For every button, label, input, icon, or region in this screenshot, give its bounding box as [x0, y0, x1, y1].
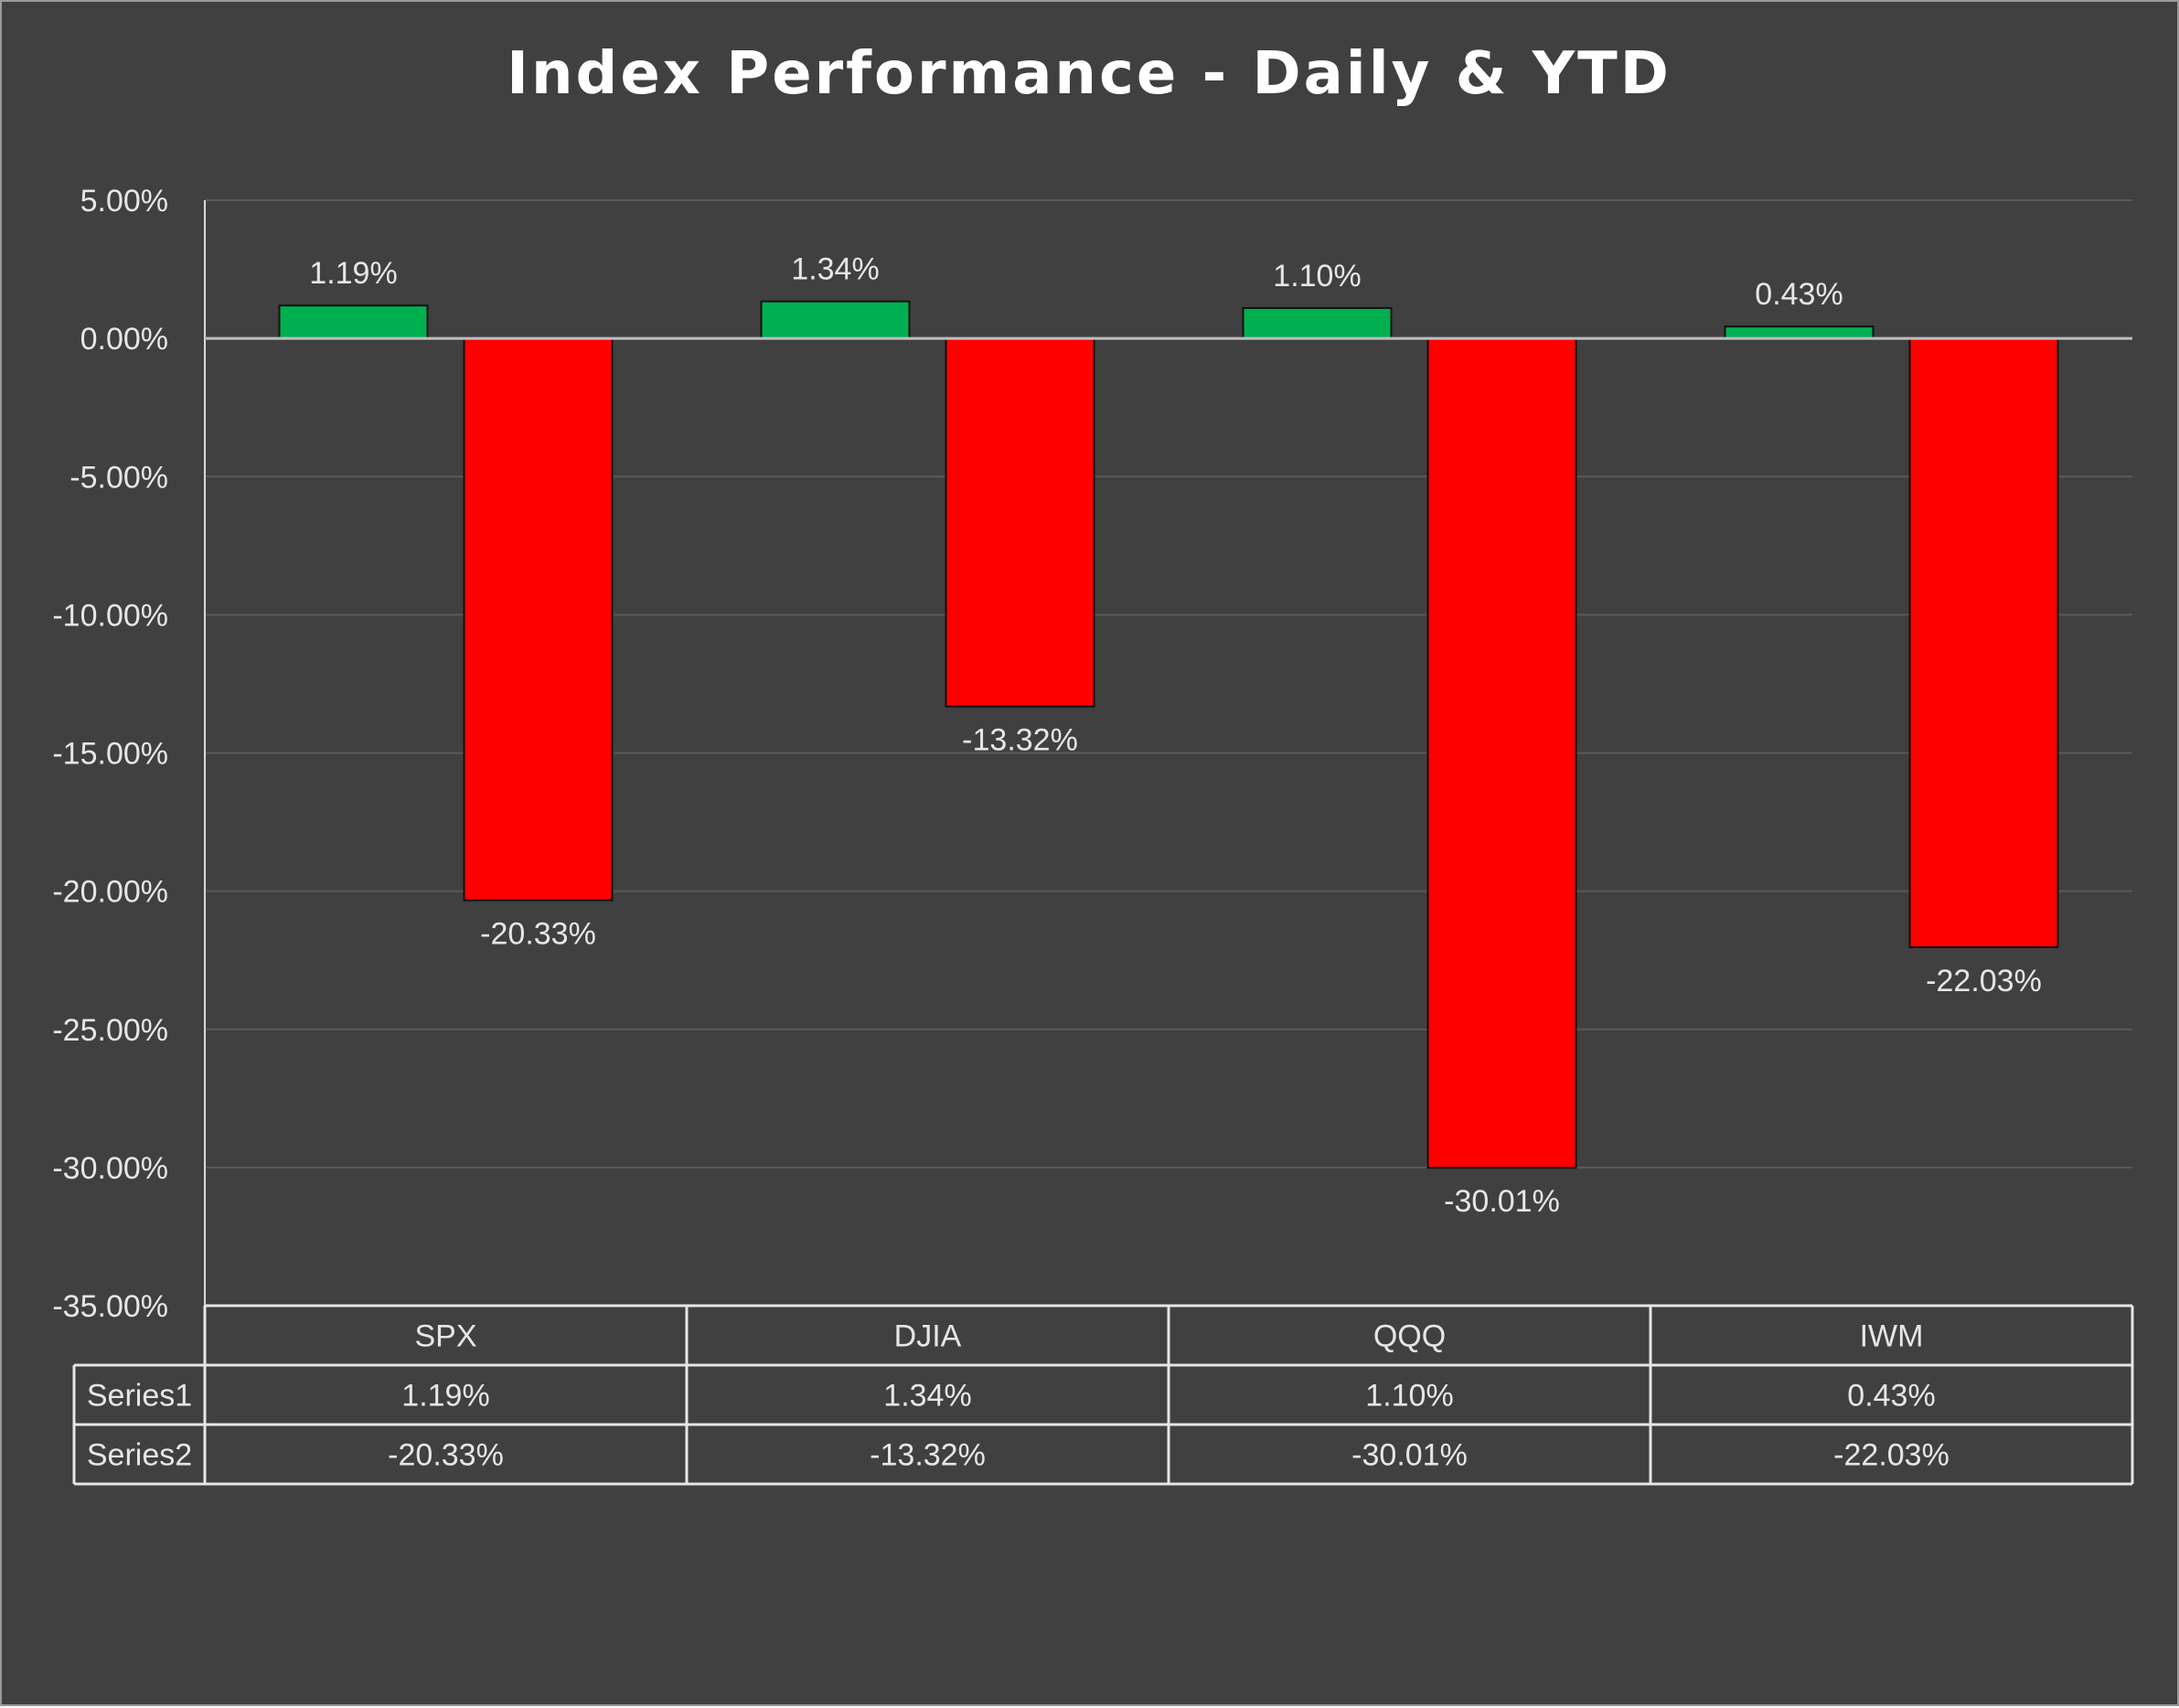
table-category-header: SPX	[414, 1319, 476, 1354]
table-cell: -20.33%	[388, 1438, 504, 1473]
table-cell: -22.03%	[1833, 1438, 1949, 1473]
table-category-header: QQQ	[1373, 1319, 1446, 1354]
axes	[204, 200, 2132, 1306]
table-cell: -13.32%	[870, 1438, 986, 1473]
y-tick-label: -25.00%	[52, 1013, 168, 1048]
y-tick-label: 5.00%	[80, 184, 168, 219]
y-tick-label: -35.00%	[52, 1289, 168, 1324]
bar-series2-spx	[463, 337, 614, 902]
y-axis-tick-labels: 5.00% 0.00% -5.00% -10.00% -15.00% -20.00% -25…	[52, 184, 168, 1324]
y-tick-label: 0.00%	[80, 322, 168, 357]
y-tick-label: -20.00%	[52, 875, 168, 910]
data-label: -13.32%	[962, 723, 1078, 758]
table-cell: 1.10%	[1365, 1379, 1453, 1414]
table-cell: 1.19%	[401, 1379, 489, 1414]
data-label: -30.01%	[1444, 1184, 1560, 1219]
data-table: SPX 1.19% -20.33% DJIA 1.34% -13.32% QQQ 1.10% -…	[72, 1304, 2134, 1486]
data-label: 1.19%	[309, 256, 397, 291]
data-label: 1.10%	[1273, 259, 1361, 294]
y-tick-label: -5.00%	[69, 460, 168, 495]
data-label: -22.03%	[1926, 964, 2042, 998]
table-cell: -30.01%	[1351, 1438, 1468, 1473]
bar-series2-djia	[945, 337, 1095, 708]
data-label: -20.33%	[480, 917, 596, 952]
bar-series2-iwm	[1908, 337, 2059, 948]
bar-series1-qqq	[1242, 306, 1393, 340]
data-label: 1.34%	[791, 252, 879, 287]
y-tick-label: -10.00%	[52, 598, 168, 633]
table-category-header: DJIA	[894, 1319, 962, 1354]
data-label: 0.43%	[1755, 277, 1843, 312]
bar-series1-iwm	[1724, 326, 1875, 340]
chart-title: Index Performance - Daily & YTD	[507, 40, 1672, 108]
data-labels: 1.19% -20.33% 1.34% -13.32% 1.10% -30.01% 0.43…	[309, 252, 2042, 1220]
bar-series2-qqq	[1426, 337, 1577, 1169]
bar-series1-spx	[278, 304, 429, 340]
bar-series1-djia	[760, 300, 911, 340]
table-series-name: Series2	[87, 1438, 192, 1473]
y-tick-label: -15.00%	[52, 737, 168, 772]
table-category-header: IWM	[1860, 1319, 1924, 1354]
table-cell: 1.34%	[883, 1379, 971, 1414]
table-cell: 0.43%	[1847, 1379, 1935, 1414]
bars	[278, 300, 2059, 1169]
y-tick-label: -30.00%	[52, 1151, 168, 1186]
table-series-name: Series1	[87, 1379, 192, 1414]
